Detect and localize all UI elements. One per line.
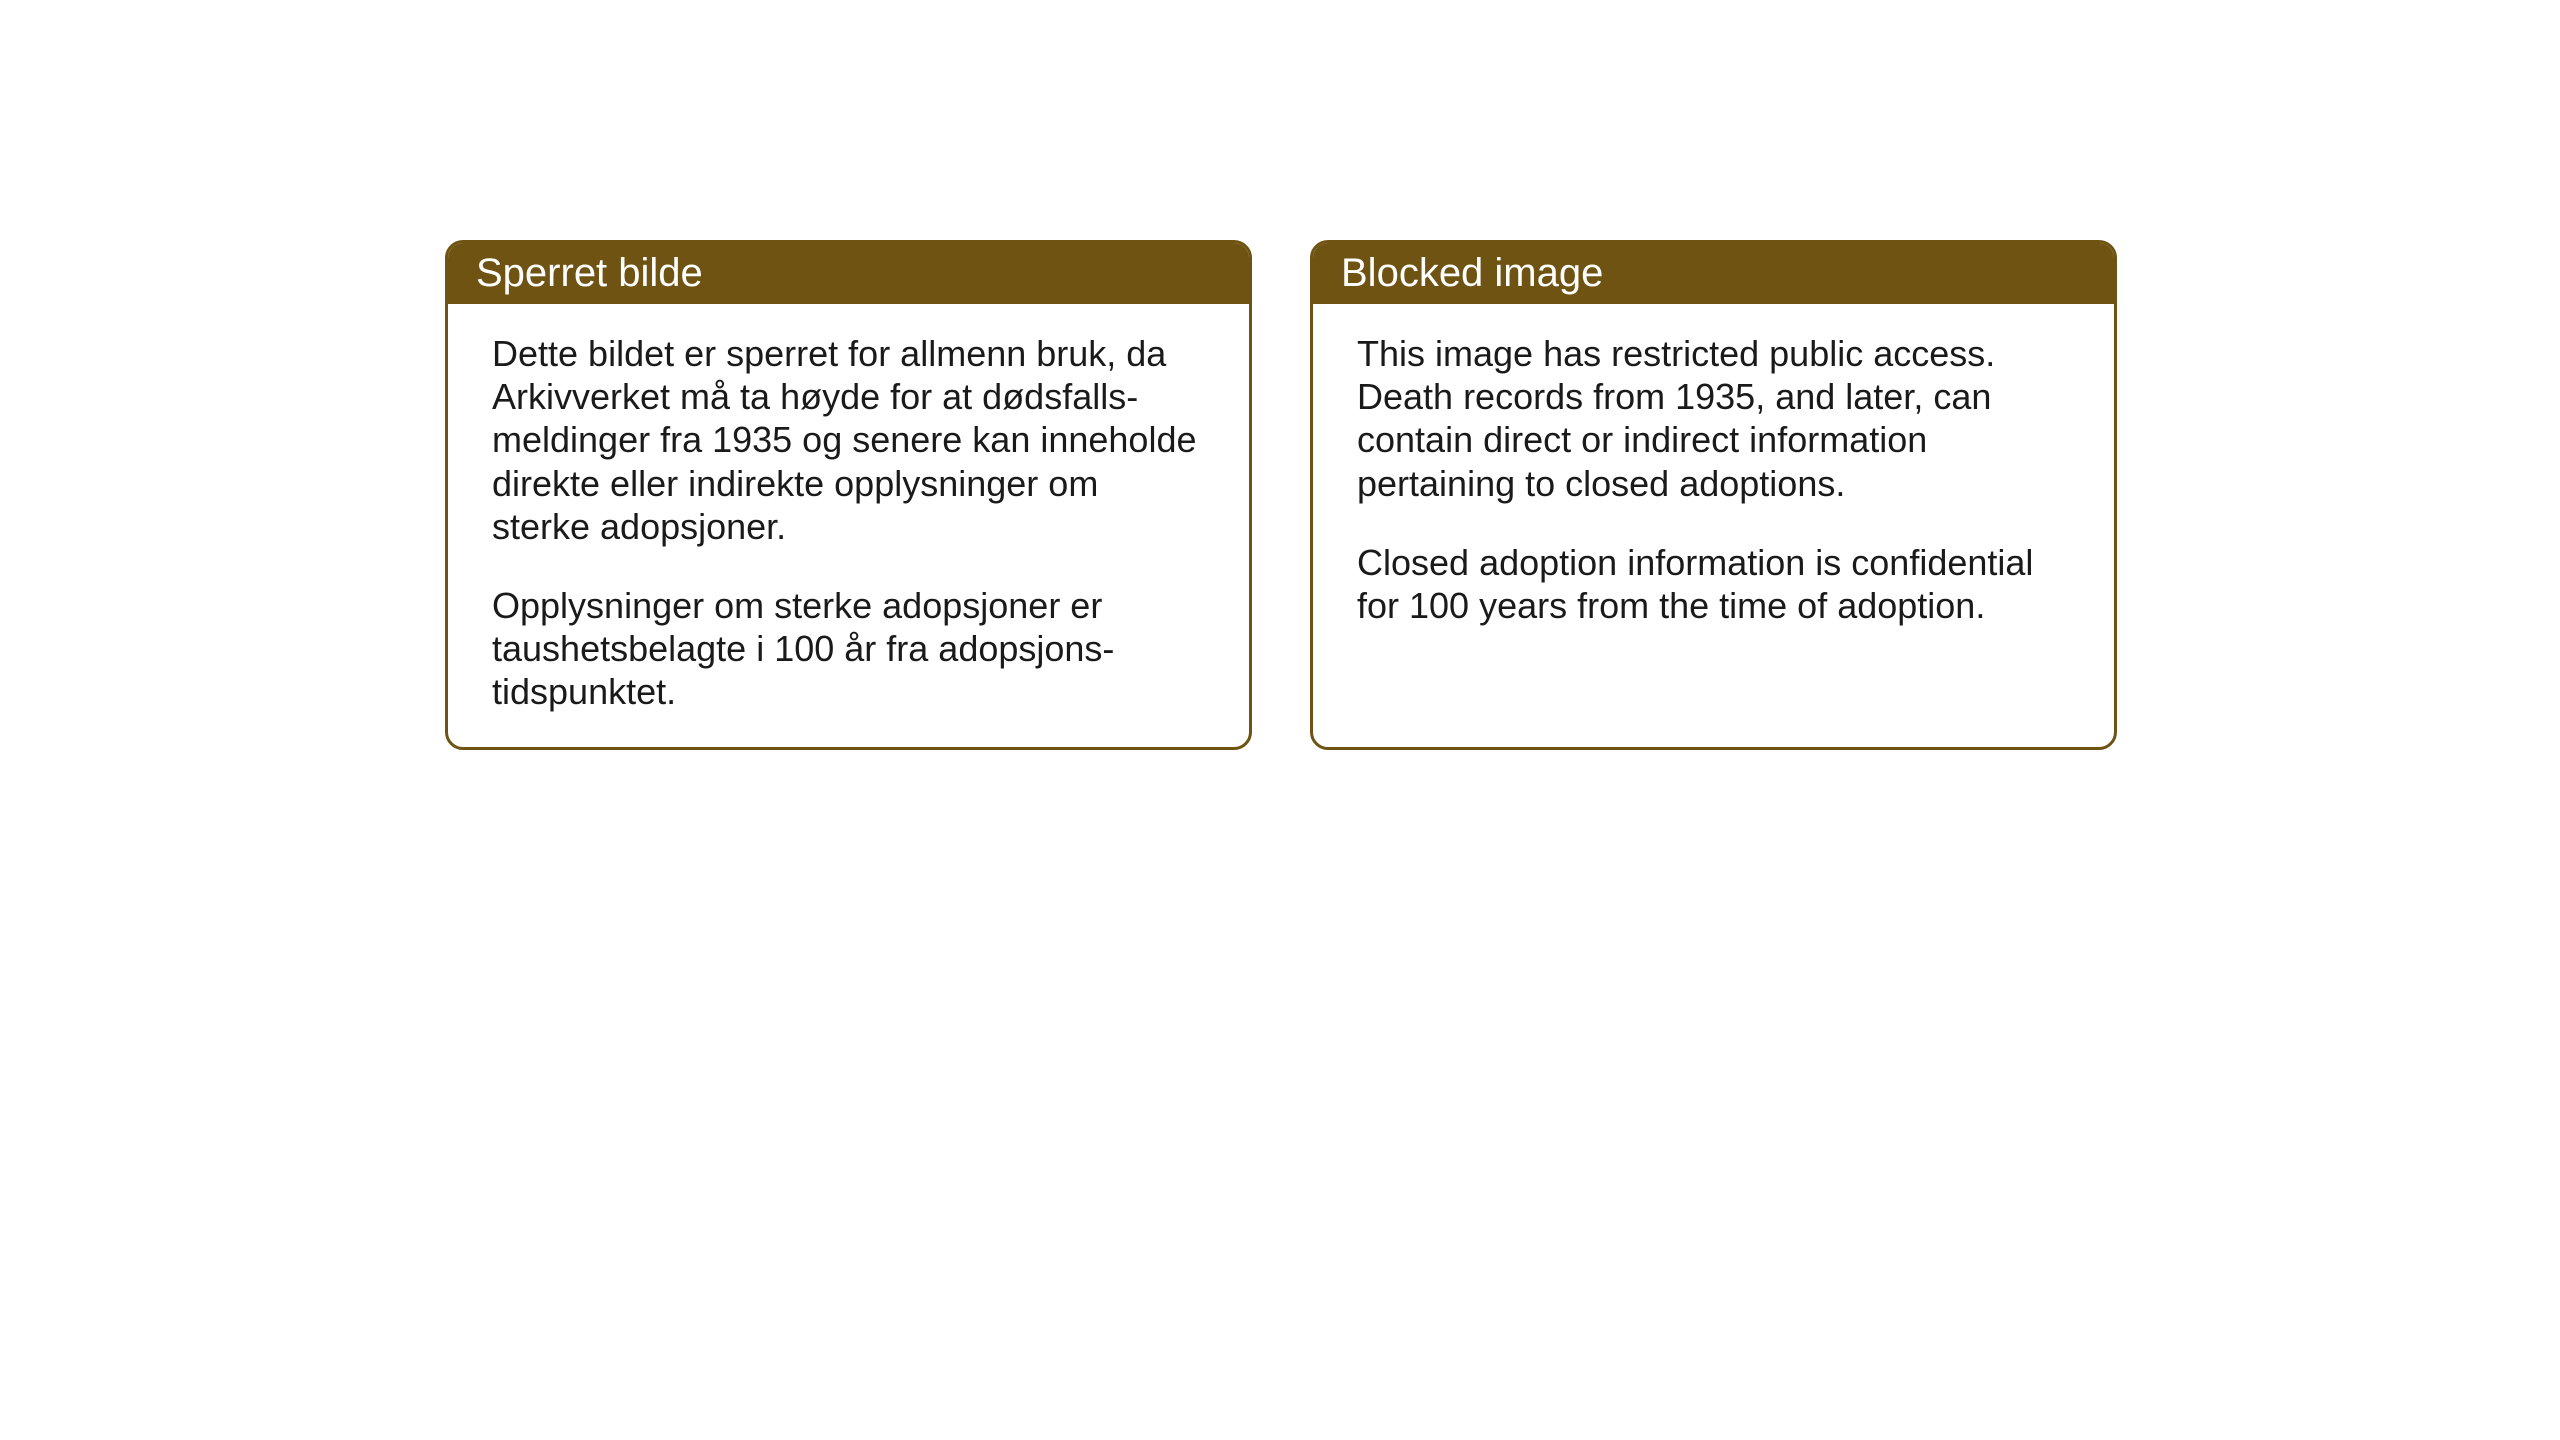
notice-title-english: Blocked image [1341,251,1603,295]
notice-container: Sperret bilde Dette bildet er sperret fo… [445,240,2117,750]
notice-paragraph-2-english: Closed adoption information is confident… [1357,541,2070,627]
notice-paragraph-1-norwegian: Dette bildet er sperret for allmenn bruk… [492,332,1205,548]
notice-header-english: Blocked image [1313,243,2114,304]
notice-body-norwegian: Dette bildet er sperret for allmenn bruk… [448,304,1249,750]
notice-body-english: This image has restricted public access.… [1313,304,2114,667]
notice-paragraph-2-norwegian: Opplysninger om sterke adopsjoner er tau… [492,584,1205,714]
notice-card-english: Blocked image This image has restricted … [1310,240,2117,750]
notice-paragraph-1-english: This image has restricted public access.… [1357,332,2070,505]
notice-header-norwegian: Sperret bilde [448,243,1249,304]
notice-card-norwegian: Sperret bilde Dette bildet er sperret fo… [445,240,1252,750]
notice-title-norwegian: Sperret bilde [476,251,703,295]
